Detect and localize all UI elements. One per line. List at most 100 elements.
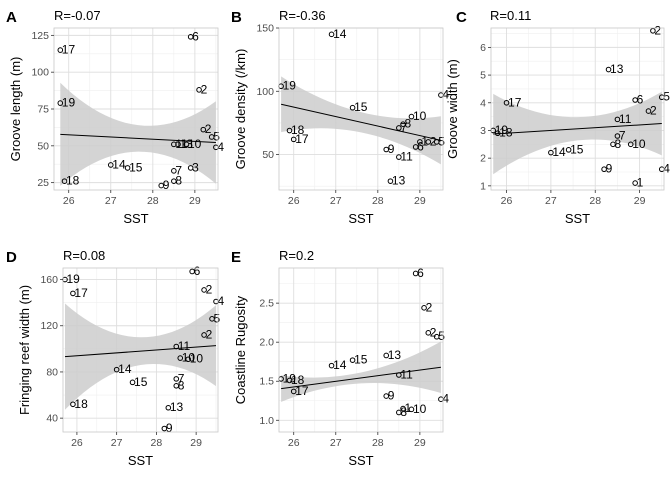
x-tick-label: 28 xyxy=(589,195,601,207)
point-label: 8 xyxy=(614,137,621,151)
data-point xyxy=(548,149,554,156)
y-axis-title: Groove density (/km) xyxy=(233,49,248,170)
y-tick-label: 1.0 xyxy=(259,415,274,427)
data-point xyxy=(113,366,120,373)
data-point xyxy=(286,127,293,134)
confidence-band xyxy=(281,341,441,402)
x-tick-label: 27 xyxy=(330,437,342,449)
y-tick-label: 100 xyxy=(31,67,49,79)
point-label: 9 xyxy=(163,178,170,192)
point-label: 11 xyxy=(400,150,413,164)
data-point xyxy=(173,376,180,382)
data-point xyxy=(383,393,390,399)
point-label: 18 xyxy=(66,174,80,188)
point-label: 5 xyxy=(213,129,220,143)
point-label: 10 xyxy=(413,402,427,416)
point-label: 6 xyxy=(417,266,424,280)
data-point xyxy=(158,182,165,189)
point-label: 2 xyxy=(650,104,657,118)
regression-line xyxy=(60,133,216,144)
panel-letter: B xyxy=(231,9,242,26)
point-label: 4 xyxy=(218,294,225,308)
point-label: 4 xyxy=(442,88,449,102)
data-point xyxy=(503,99,510,106)
point-label: 17 xyxy=(295,384,309,398)
point-label: 5 xyxy=(214,311,221,325)
point-label: 5 xyxy=(438,134,445,148)
data-point xyxy=(433,333,440,340)
data-point xyxy=(396,125,402,131)
data-point xyxy=(161,425,168,432)
data-point xyxy=(185,356,191,363)
correlation-annotation: R=-0.07 xyxy=(54,8,101,23)
data-point xyxy=(400,405,406,412)
x-axis-title: SST xyxy=(348,453,373,468)
y-tick-label: 25 xyxy=(37,177,49,189)
data-point xyxy=(171,168,177,174)
x-tick-label: 27 xyxy=(111,437,123,449)
data-point xyxy=(70,290,76,297)
data-point xyxy=(175,141,181,148)
data-point xyxy=(196,87,202,93)
point-label: 4 xyxy=(663,162,670,176)
point-label: 17 xyxy=(295,132,309,146)
y-tick-label: 5 xyxy=(480,70,486,82)
point-label: 8 xyxy=(178,378,185,392)
data-point xyxy=(173,343,180,350)
data-point xyxy=(425,139,432,145)
x-tick-label: 27 xyxy=(330,195,342,207)
y-tick-label: 3 xyxy=(480,125,486,137)
x-tick-label: 26 xyxy=(63,195,75,207)
y-tick-label: 2 xyxy=(480,153,486,165)
point-label: 14 xyxy=(333,358,347,372)
point-label: 3 xyxy=(192,160,199,174)
correlation-annotation: R=0.11 xyxy=(490,8,531,23)
x-axis-title: SST xyxy=(128,453,153,468)
point-label: 1 xyxy=(637,176,644,190)
data-point xyxy=(601,166,607,173)
plot-frame xyxy=(490,27,665,191)
point-label: 15 xyxy=(134,375,148,389)
y-axis-title: Groove length (m) xyxy=(8,57,23,162)
data-point xyxy=(408,406,415,413)
point-label: 7 xyxy=(175,163,182,177)
x-axis-title: SST xyxy=(565,211,590,226)
point-label: 10 xyxy=(190,352,204,366)
data-point xyxy=(208,134,215,140)
y-tick-label: 2.0 xyxy=(259,337,274,349)
x-tick-label: 29 xyxy=(634,195,646,207)
point-label: 13 xyxy=(170,400,184,414)
point-label: 2 xyxy=(205,122,212,136)
data-point xyxy=(421,305,427,311)
point-label: 6 xyxy=(417,139,424,153)
point-label: 5 xyxy=(438,329,445,343)
x-tick-label: 27 xyxy=(105,195,117,207)
y-tick-label: 4 xyxy=(480,97,486,109)
point-label: 13 xyxy=(392,174,406,188)
data-point xyxy=(201,332,207,338)
point-label: 2 xyxy=(426,300,433,314)
point-label: 11 xyxy=(178,339,191,353)
panel-letter: C xyxy=(456,9,467,26)
point-label: 19 xyxy=(495,123,509,137)
confidence-band xyxy=(281,76,441,165)
x-tick-label: 29 xyxy=(414,195,426,207)
data-point xyxy=(70,401,76,408)
data-point xyxy=(396,154,402,160)
point-label: 15 xyxy=(129,160,143,174)
point-label: 9 xyxy=(388,142,395,156)
point-label: 1 xyxy=(421,134,428,148)
point-label: 1 xyxy=(405,401,412,415)
x-tick-label: 28 xyxy=(372,195,384,207)
point-label: 13 xyxy=(610,62,624,76)
regression-line xyxy=(64,345,217,358)
point-label: 15 xyxy=(570,142,584,156)
point-label: 4 xyxy=(217,140,224,154)
data-point xyxy=(387,178,394,184)
plot-frame xyxy=(278,27,444,191)
data-point xyxy=(177,355,184,361)
point-label: 18 xyxy=(499,126,513,140)
point-label: 15 xyxy=(354,353,368,367)
